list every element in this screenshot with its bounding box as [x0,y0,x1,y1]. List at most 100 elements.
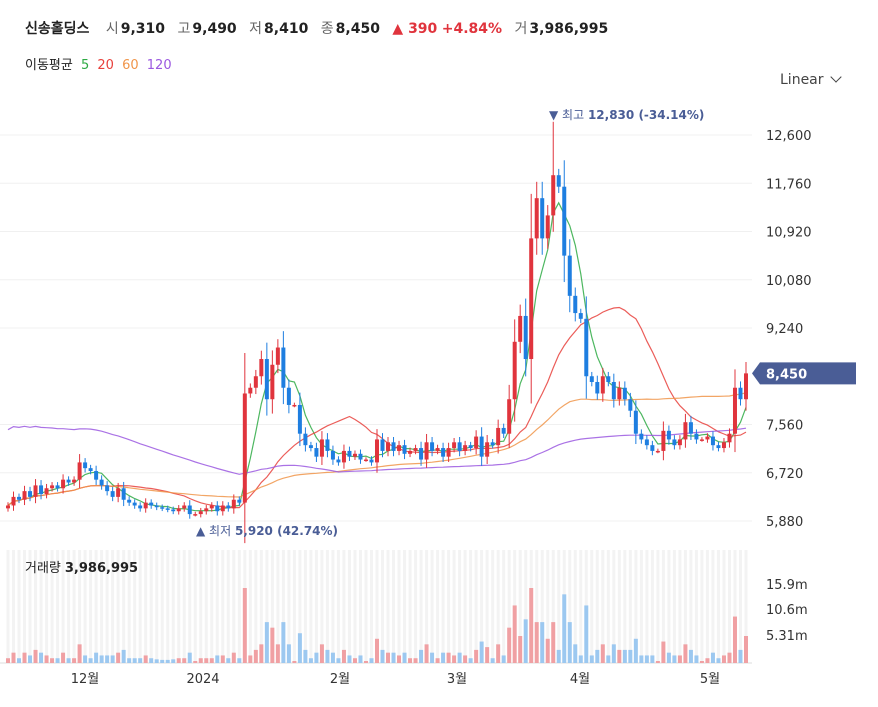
volume-backdrop-bar [579,550,583,663]
candle-body [441,448,446,457]
volume-backdrop-bar [292,550,296,663]
candle-body [490,442,495,446]
volume-backdrop-bar [375,550,379,663]
volume-backdrop-bar [733,550,737,663]
volume-bar [595,649,600,663]
volume-backdrop-bar [188,550,192,663]
volume-bar [154,659,159,663]
volume-backdrop-bar [590,550,594,663]
volume-bar [578,655,583,663]
ma-60: 60 [122,58,139,73]
volume-bar [523,619,528,663]
volume-backdrop-bar [386,550,390,663]
volume-backdrop-bar [623,550,627,663]
scale-selector[interactable]: Linear [780,71,842,88]
candle-body [165,508,170,510]
volume-backdrop-bar [12,550,16,663]
volume-backdrop-bar [56,550,60,663]
volume-backdrop-bar [419,550,423,663]
candle-body [253,376,258,388]
volume-backdrop-bar [149,550,153,663]
open-value: 9,310 [120,21,166,37]
volume-backdrop-bar [524,550,528,663]
candle-body [694,433,699,440]
volume-bar [138,658,143,663]
candle-body [303,433,308,446]
volume-bar [204,658,209,663]
volume-backdrop-bar [314,550,318,663]
candle-body [633,410,638,434]
candle-body [650,445,655,451]
volume-bar [413,658,418,663]
volume-bar [518,636,523,663]
volume-backdrop-bar [171,550,175,663]
volume-backdrop-bar [342,550,346,663]
candle-body [171,509,176,512]
volume-backdrop-bar [551,550,555,663]
volume-backdrop-bar [39,550,43,663]
ma-20: 20 [97,58,114,73]
volume-bar [655,661,660,663]
volume-backdrop-bar [248,550,252,663]
volume-backdrop-bar [392,550,396,663]
volume-backdrop-bar [436,550,440,663]
volume-bar [639,655,644,663]
volume-bar [710,652,715,663]
volume-bar [226,658,231,663]
candle-body [716,445,721,449]
volume-bar [341,649,346,663]
volume-bar [744,636,748,663]
volume-backdrop-bar [336,550,340,663]
volume-backdrop-bar [303,550,307,663]
volume-bar [468,658,473,663]
volume-bar [419,649,424,663]
volume-panel-value: 3,986,995 [64,561,139,576]
volume-bar [165,659,170,663]
high-annotation: ▼ 최고 12,830 (-34.14%) [549,108,704,122]
volume-bar [672,655,677,663]
candle-body [738,387,743,400]
volume-bar [94,652,99,663]
volume-bar [143,655,148,663]
volume-backdrop-bar [381,550,385,663]
volume-bar [72,658,77,663]
volume-backdrop-bar [331,550,335,663]
volume-backdrop-bar [155,550,159,663]
volume-bar [88,658,93,663]
volume-backdrop-bar [447,550,451,663]
volume-bar [292,661,297,663]
volume-backdrop-bar [573,550,577,663]
candle-body [661,430,666,451]
volume-bar [275,644,280,663]
volume-backdrop-bar [358,550,362,663]
volume-bar [176,658,181,663]
volume-backdrop-bar [425,550,429,663]
candle-body [744,373,748,400]
volume-backdrop-bar [265,550,269,663]
candle-body [430,442,435,451]
candle-body [242,393,247,503]
volume-bar [363,661,368,663]
volume-bar [721,655,726,663]
candle-body [710,436,715,446]
volume-backdrop-bar [276,550,280,663]
volume-backdrop-bar [287,550,291,663]
candle-body [419,448,424,460]
volume-backdrop-bar [678,550,682,663]
candle-body [628,399,633,411]
volume-bar [474,649,479,663]
candle-body [160,507,165,509]
volume-backdrop-bar [34,550,38,663]
volume-backdrop-bar [177,550,181,663]
volume-panel-title: 거래량 3,986,995 [25,557,138,576]
volume-bar [264,622,269,663]
candle-body [281,347,286,388]
volume-bar [160,659,165,663]
price-tick-label: 5,880 [766,515,803,530]
volume-backdrop-bar [683,550,687,663]
candle-body [666,430,671,440]
candle-body [644,439,649,446]
volume-bar [28,655,33,663]
candle-body [523,315,528,360]
